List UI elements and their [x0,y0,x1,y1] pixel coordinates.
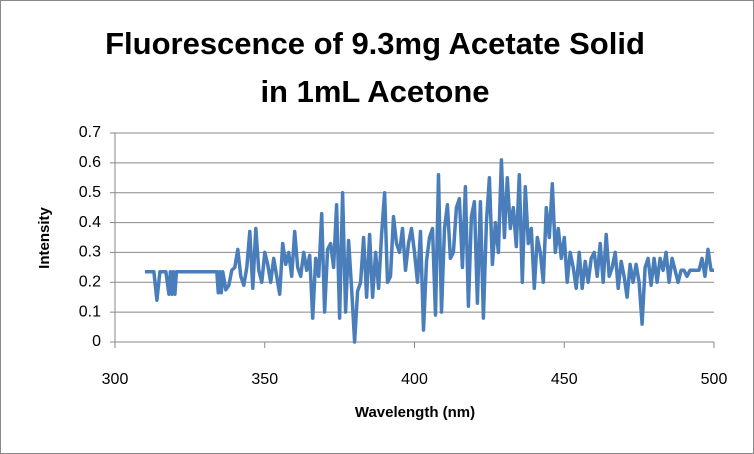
y-tick-label: 0 [92,333,101,350]
x-tick-label: 450 [551,371,578,388]
x-axis-title: Wavelength (nm) [355,404,475,421]
y-tick-label: 0.5 [79,184,101,201]
y-axis-title: Intensity [36,207,53,269]
x-tick-label: 350 [251,371,278,388]
y-tick-label: 0.3 [79,244,101,261]
y-tick-label: 0.1 [79,303,101,320]
data-line [144,158,714,344]
chart-title: Fluorescence of 9.3mg Acetate Solid [105,26,645,61]
y-tick-label: 0.6 [79,154,101,171]
y-tick-label: 0.7 [79,124,101,141]
y-tick-label: 0.2 [79,274,101,291]
y-tick-label: 0.4 [79,214,101,231]
x-tick-label: 500 [701,371,728,388]
x-tick-label: 300 [102,371,129,388]
x-tick-label: 400 [401,371,428,388]
chart-title: in 1mL Acetone [260,74,489,109]
